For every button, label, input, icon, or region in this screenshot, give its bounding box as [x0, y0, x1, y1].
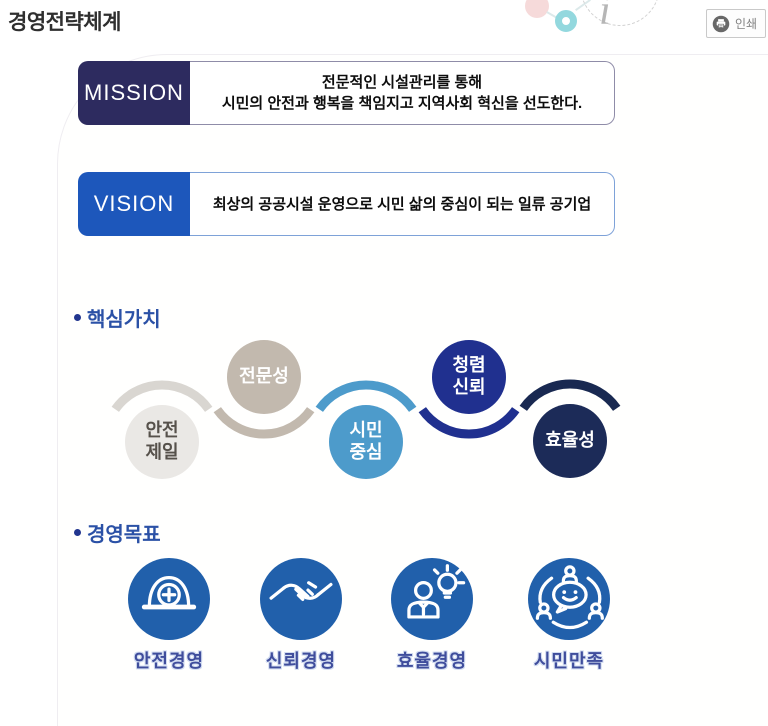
- vision-tag: VISION: [78, 172, 190, 236]
- goal-item-trust: 신뢰경영: [246, 558, 356, 673]
- printer-icon: [712, 15, 730, 32]
- mission-text: 전문적인 시설관리를 통해 시민의 안전과 행복을 책임지고 지역사회 혁신을 …: [190, 61, 615, 125]
- print-button[interactable]: 인쇄: [706, 9, 766, 38]
- bullet-dot-icon: [74, 529, 81, 536]
- goal-label: 안전경영: [133, 651, 205, 671]
- mission-banner: MISSION 전문적인 시설관리를 통해 시민의 안전과 행복을 책임지고 지…: [78, 61, 615, 125]
- value-label: 시민 중심: [349, 420, 383, 462]
- goals-heading: 경영목표: [74, 518, 161, 547]
- goal-label: 시민만족: [533, 651, 605, 671]
- core-values-heading: 핵심가치: [74, 303, 161, 332]
- handshake-icon: [260, 558, 342, 640]
- goal-item-efficiency: 효율경영: [377, 558, 487, 673]
- decor-teal-ring: [555, 10, 577, 32]
- print-button-label: 인쇄: [735, 17, 758, 31]
- value-label: 청렴 신뢰: [452, 355, 486, 397]
- safety-helmet-cross-icon: [128, 558, 210, 640]
- value-label: 안전 제일: [145, 420, 179, 462]
- vision-banner: VISION 최상의 공공시설 운영으로 시민 삶의 중심이 되는 일류 공기업: [78, 172, 615, 236]
- citizen-smile-bubble-icon: [528, 558, 610, 640]
- mission-line-1: 전문적인 시설관리를 통해: [321, 74, 483, 91]
- bullet-dot-icon: [74, 314, 81, 321]
- page-title: 경영전략체계: [8, 11, 121, 34]
- goal-label: 효율경영: [396, 651, 468, 671]
- goal-item-citizen-satisfaction: 시민만족: [514, 558, 624, 673]
- vision-text: 최상의 공공시설 운영으로 시민 삶의 중심이 되는 일류 공기업: [190, 172, 615, 236]
- vision-line: 최상의 공공시설 운영으로 시민 삶의 중심이 되는 일류 공기업: [212, 195, 592, 213]
- value-label: 효율성: [545, 430, 595, 450]
- decor-dashed-circle: [580, 0, 660, 26]
- decor-italic-letter: i: [599, 0, 611, 34]
- value-label: 전문성: [239, 366, 289, 386]
- goal-item-safety: 안전경영: [114, 558, 224, 673]
- mission-line-2: 시민의 안전과 행복을 책임지고 지역사회 혁신을 선도한다.: [221, 95, 583, 112]
- decor-pink-circle: [525, 0, 549, 18]
- mission-tag: MISSION: [78, 61, 190, 125]
- person-lightbulb-icon: [391, 558, 473, 640]
- goal-label: 신뢰경영: [265, 651, 337, 671]
